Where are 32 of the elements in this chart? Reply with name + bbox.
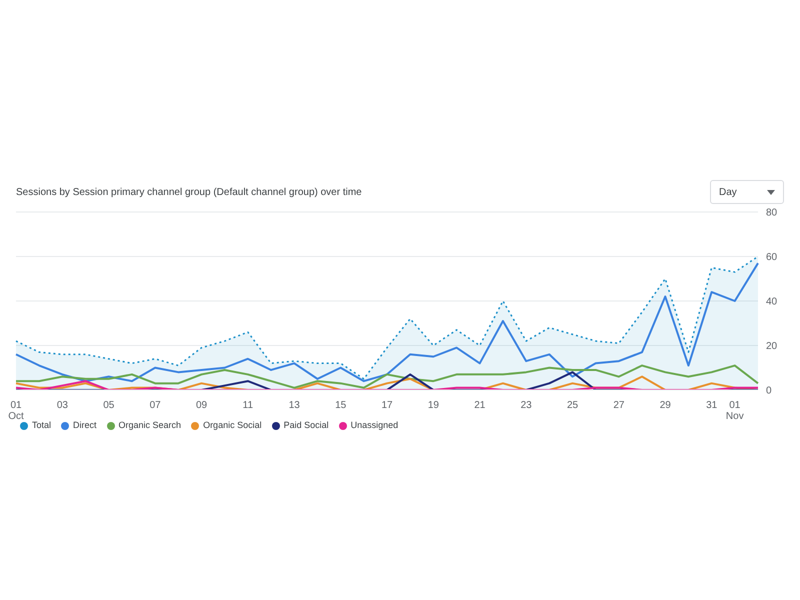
line-series (15, 380, 759, 390)
x-tick-label: 09 (196, 400, 208, 411)
x-tick-label: 27 (613, 400, 625, 411)
y-tick-label: 80 (766, 208, 778, 219)
legend-label: Organic Search (118, 420, 182, 430)
x-tick-label: 13 (288, 400, 300, 411)
y-tick-label: 60 (766, 252, 778, 264)
legend-label: Paid Social (284, 420, 329, 430)
x-tick-label: 15 (335, 400, 347, 411)
x-tick-label: 01 Nov (726, 400, 744, 422)
x-tick-label: 01 Oct (8, 400, 24, 422)
x-tick-label: 17 (381, 400, 393, 411)
x-tick-label: 11 (242, 400, 254, 411)
legend-label: Direct (73, 420, 97, 430)
y-tick-label: 40 (766, 296, 778, 308)
x-tick-label: 03 (56, 400, 68, 411)
x-tick-label: 31 (706, 400, 718, 411)
chart-title: Sessions by Session primary channel group (Default channel group) over time (16, 186, 362, 198)
x-tick-label: 29 (660, 400, 672, 411)
legend-label: Total (32, 420, 52, 430)
line-series (15, 364, 759, 389)
y-tick-label: 0 (766, 386, 772, 397)
x-tick-label: 19 (428, 400, 440, 411)
x-tick-label: 05 (103, 400, 115, 411)
x-tick-label: 21 (474, 400, 486, 411)
x-tick-label: 25 (566, 400, 578, 411)
x-tick-label: 07 (150, 400, 162, 411)
y-tick-label: 20 (766, 341, 778, 352)
x-tick-label: 23 (520, 400, 532, 411)
dropdown: Day (710, 180, 784, 204)
legend-label: Organic Social (203, 420, 262, 430)
legend-label: Unassigned (350, 420, 398, 430)
